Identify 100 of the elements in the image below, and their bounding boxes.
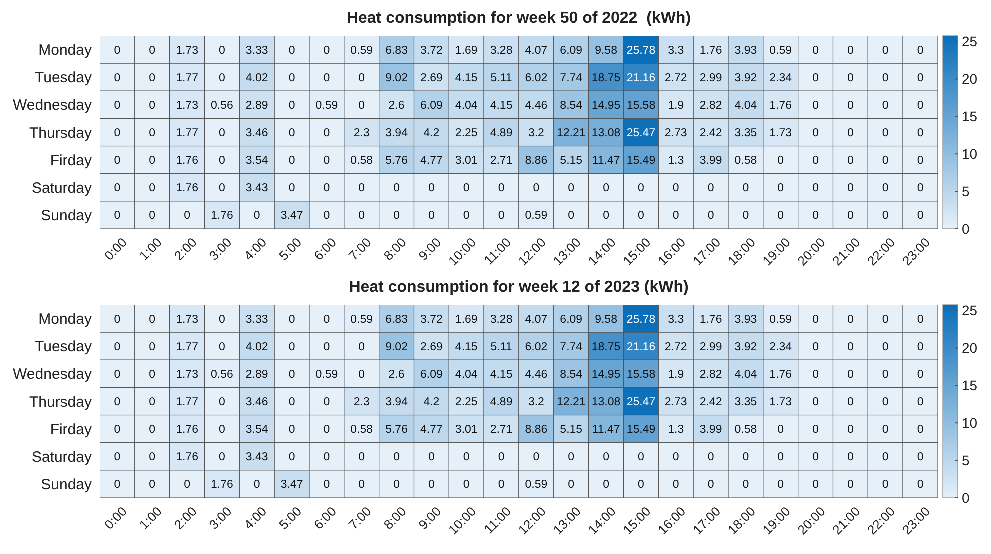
data-label: 0 — [114, 155, 121, 168]
data-label: 0 — [184, 210, 190, 222]
data-label: 0 — [848, 155, 854, 168]
data-label: 0 — [917, 100, 924, 112]
data-label: 2.3 — [354, 128, 370, 140]
data-label: 0 — [638, 210, 644, 222]
data-label: 0 — [882, 155, 889, 168]
data-label: 1.9 — [668, 100, 684, 112]
x-tick-label: 3:00 — [206, 234, 235, 264]
data-label: 0 — [288, 155, 296, 168]
data-label: 0 — [917, 479, 924, 492]
data-label: 0 — [672, 479, 680, 492]
data-label: 0 — [568, 452, 575, 464]
x-tick-label: 8:00 — [380, 504, 410, 532]
data-label: 3.43 — [246, 182, 268, 195]
data-label: 6.09 — [420, 100, 443, 112]
data-label: 7.74 — [560, 72, 584, 84]
data-label: 0.58 — [734, 155, 758, 168]
data-label: 6.02 — [525, 72, 548, 84]
data-label: 0 — [394, 479, 400, 492]
data-label: 0 — [848, 44, 854, 57]
data-label: 0 — [288, 128, 296, 140]
data-label: 0 — [498, 479, 505, 492]
data-label: 3.01 — [455, 424, 478, 436]
data-label: 3.99 — [700, 424, 722, 436]
data-label: 11.47 — [592, 424, 620, 436]
data-label: 3.28 — [490, 44, 513, 57]
y-tick-label: Thursday — [29, 394, 92, 411]
data-label: 3.99 — [700, 155, 722, 168]
data-label: 0 — [882, 424, 889, 436]
data-label: 0 — [149, 341, 156, 354]
data-label: 8.54 — [560, 100, 584, 112]
data-label: 2.82 — [700, 368, 722, 381]
data-label: 3.2 — [528, 128, 544, 140]
data-label: 2.99 — [700, 72, 722, 84]
data-label: 3.3 — [668, 314, 684, 326]
data-label: 2.34 — [770, 72, 793, 84]
data-label: 1.76 — [700, 44, 722, 57]
data-label: 1.73 — [176, 314, 198, 326]
y-tick-label: Thursday — [29, 124, 92, 142]
x-tick-label: 7:00 — [346, 234, 374, 264]
data-label: 2.25 — [455, 396, 478, 409]
data-label: 3.93 — [734, 314, 758, 326]
data-label: 0.59 — [316, 368, 338, 381]
data-label: 0 — [288, 182, 296, 195]
data-label: 0 — [742, 210, 750, 222]
data-label: 2.72 — [664, 72, 688, 84]
data-label: 0.56 — [211, 368, 234, 381]
data-label: 3.35 — [734, 128, 758, 140]
color-bar-label: 5 — [962, 452, 970, 468]
x-tick-label: 3:00 — [206, 504, 235, 532]
data-label: 8.86 — [525, 155, 548, 168]
data-label: 0 — [708, 210, 714, 222]
data-label: 2.72 — [664, 341, 688, 354]
data-label: 8.54 — [560, 368, 584, 381]
data-label: 0 — [219, 182, 226, 195]
data-label: 0 — [638, 479, 644, 492]
data-label: 1.76 — [211, 210, 234, 222]
data-label: 9.02 — [386, 72, 408, 84]
data-label: 1.77 — [176, 396, 198, 409]
data-label: 0 — [184, 479, 190, 492]
data-label: 0 — [882, 128, 889, 140]
x-tick-label: 1:00 — [136, 234, 165, 264]
data-label: 0 — [358, 210, 366, 222]
data-label: 0 — [812, 341, 819, 354]
data-label: 1.76 — [770, 368, 792, 381]
data-label: 6.09 — [560, 314, 583, 326]
y-tick-label: Tuesday — [35, 338, 92, 356]
data-label: 0 — [848, 368, 854, 381]
y-tick-label: Sunday — [41, 476, 92, 494]
x-tick-label: 0:00 — [102, 504, 130, 532]
x-tick-label: 7:00 — [346, 504, 374, 532]
data-label: 0 — [394, 182, 400, 195]
data-label: 0 — [288, 341, 296, 354]
data-label: 4.2 — [424, 128, 440, 140]
data-label: 0 — [603, 452, 610, 464]
data-label: 3.72 — [420, 314, 443, 326]
data-label: 0 — [778, 424, 784, 436]
data-label: 0 — [394, 210, 400, 222]
data-label: 0 — [848, 424, 854, 436]
data-label: 0 — [149, 424, 156, 436]
data-label: 2.71 — [490, 424, 513, 436]
data-label: 0 — [882, 314, 889, 326]
data-label: 0 — [149, 210, 156, 222]
data-label: 0 — [324, 341, 330, 354]
data-label: 18.75 — [592, 72, 621, 84]
data-label: 0 — [812, 44, 819, 57]
color-bar-label: 10 — [962, 415, 978, 432]
data-label: 0 — [742, 182, 750, 195]
color-bar-label: 20 — [962, 340, 978, 356]
data-label: 0 — [324, 396, 330, 409]
data-label: 3.35 — [734, 396, 758, 409]
color-bar-label: 15 — [962, 108, 978, 125]
data-label: 0 — [778, 479, 784, 492]
data-label: 0 — [812, 368, 819, 381]
data-label: 5.76 — [386, 155, 408, 168]
data-label: 0 — [114, 479, 121, 492]
data-label: 0 — [288, 452, 296, 464]
data-label: 0.59 — [770, 44, 792, 57]
data-label: 2.73 — [664, 128, 688, 140]
